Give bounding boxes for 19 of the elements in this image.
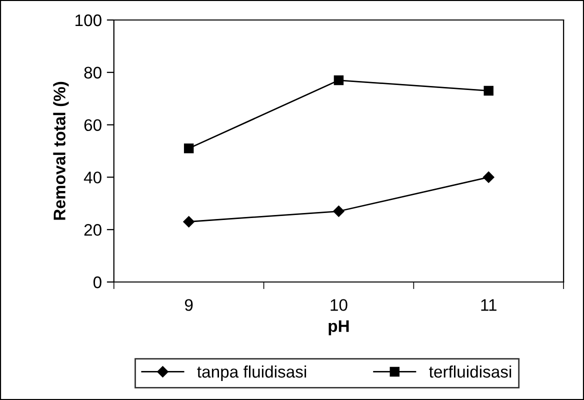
y-tick-label: 0 xyxy=(93,276,102,288)
x-tick-label: 9 xyxy=(184,299,193,311)
x-tick-label: 10 xyxy=(330,299,348,311)
y-tick-label: 80 xyxy=(84,66,102,79)
y-tick-label: 100 xyxy=(76,14,102,26)
legend-label: terfluidisasi xyxy=(429,365,512,378)
point xyxy=(484,86,494,96)
point xyxy=(183,216,194,228)
x-tick-label: 11 xyxy=(481,299,496,311)
point xyxy=(334,75,344,86)
y-tick-label: 20 xyxy=(84,224,102,236)
point xyxy=(333,206,344,217)
x-axis-title: pH xyxy=(328,320,349,336)
y-tick-label: 40 xyxy=(84,172,102,184)
legend-label: tanpa fluidisasi xyxy=(197,365,306,381)
y-axis-title: Removal total (%) xyxy=(53,82,69,220)
y-tick-label: 60 xyxy=(84,119,102,132)
point xyxy=(184,144,194,154)
point xyxy=(483,172,494,183)
